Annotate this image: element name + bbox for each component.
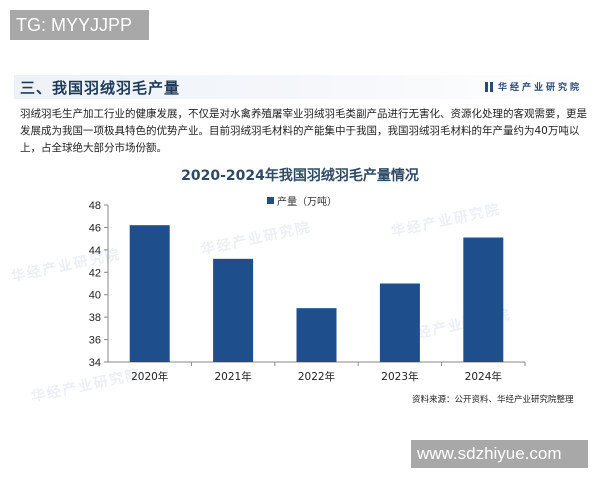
bar [296,308,337,362]
y-tick-label: 34 [89,357,101,369]
x-tick-label: 2024年 [465,370,502,383]
bar [379,283,420,362]
x-tick-label: 2020年 [131,370,168,383]
x-tick-label: 2023年 [381,370,418,383]
legend-swatch-icon [267,197,274,204]
y-tick-label: 46 [89,222,101,234]
chart-title: 2020-2024年我国羽绒羽毛产量情况 [181,168,419,184]
y-tick-label: 48 [89,200,101,212]
bar [463,237,504,362]
brand-logo-icon [484,81,494,92]
tg-watermark-badge: TG: MYYJJPP [10,10,149,40]
brand-name: 华经产业研究院 [497,83,582,93]
chart-bars [129,225,504,362]
source-note: 资料来源：公开资料、华经产业研究院整理 [412,395,574,405]
x-tick-label: 2022年 [298,370,335,383]
y-tick-label: 40 [89,290,101,302]
y-tick-label: 38 [89,312,101,324]
bar [213,258,254,362]
url-watermark-badge: www.sdzhiyue.com [411,440,588,468]
brand-label: 华经产业研究院 [484,80,582,93]
y-tick-label: 36 [89,335,101,347]
bar [129,225,170,362]
legend-label: 产量（万吨） [277,197,337,208]
y-tick-label: 42 [89,267,101,279]
chart-labels: 34 36 38 40 42 44 46 48 2020年 2021年 2022年 2023年 2024… [89,200,502,383]
section-title: 三、我国羽绒羽毛产量 [20,79,181,97]
y-tick-label: 44 [89,245,101,257]
intro-paragraph: 羽绒羽毛生产加工行业的健康发展，不仅是对水禽养殖屠宰业羽绒羽毛类副产品进行无害化… [20,108,587,154]
chart-legend: 产量（万吨） [267,193,337,208]
x-tick-label: 2021年 [214,370,251,383]
